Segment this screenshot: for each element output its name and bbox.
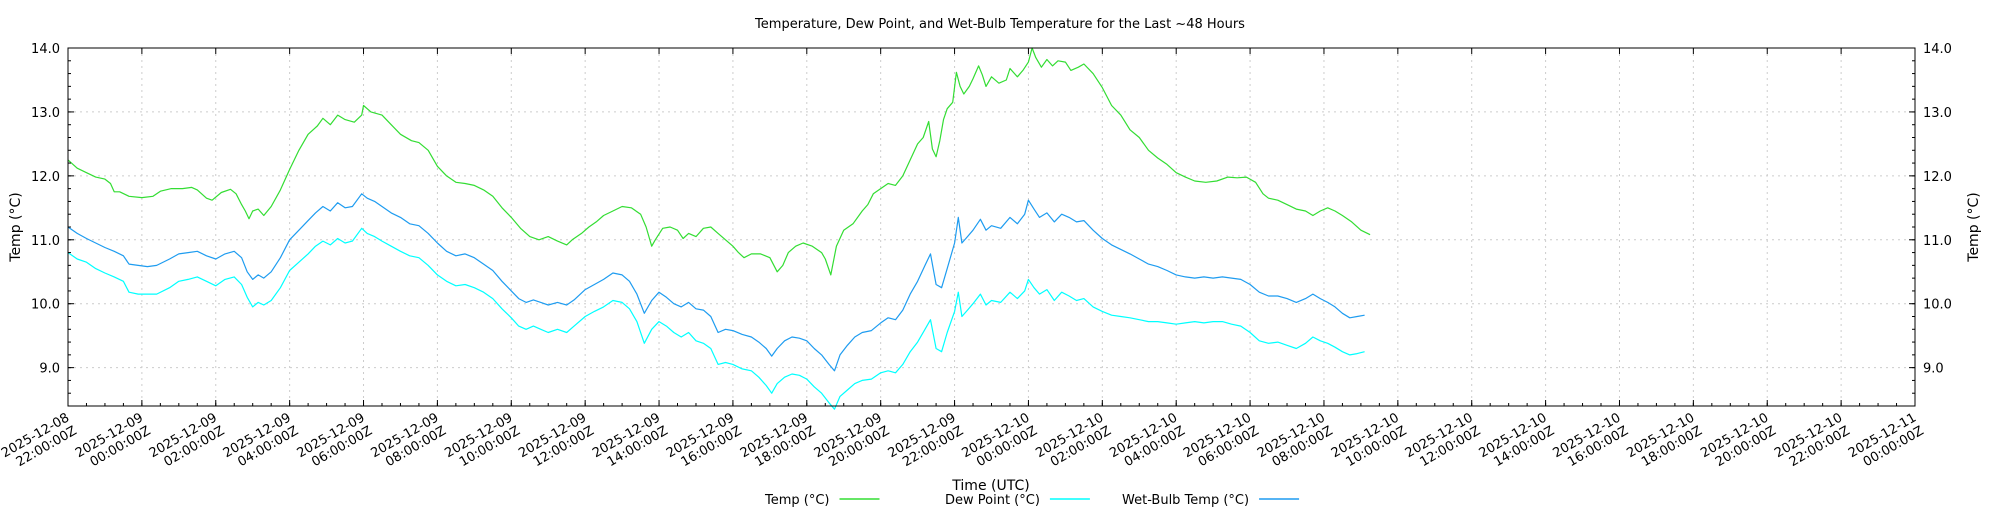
y-tick-label-right: 14.0: [1923, 42, 1952, 57]
y-axis-label-left: Temp (°C): [8, 192, 24, 262]
legend-label-1: Dew Point (°C): [945, 493, 1040, 508]
y-tick-label-right: 10.0: [1923, 298, 1952, 313]
y-axis-label-right: Temp (°C): [1966, 192, 1982, 262]
y-tick-label-right: 13.0: [1923, 106, 1952, 121]
y-tick-label-right: 12.0: [1923, 170, 1952, 185]
y-tick-label-left: 9.0: [39, 362, 60, 377]
y-tick-label-left: 10.0: [31, 298, 60, 313]
y-tick-label-left: 14.0: [31, 42, 60, 57]
y-tick-label-right: 11.0: [1923, 234, 1952, 249]
legend-label-0: Temp (°C): [764, 493, 830, 508]
legend: Temp (°C) Dew Point (°C) Wet-Bulb Temp (°C…: [764, 493, 1300, 508]
series-line-1: [67, 227, 1365, 410]
chart-title: Temperature, Dew Point, and Wet-Bulb Tem…: [754, 17, 1245, 32]
series-line-2: [67, 193, 1365, 372]
y-tick-label-right: 9.0: [1923, 362, 1944, 377]
y-tick-label-left: 11.0: [31, 234, 60, 249]
y-tick-label-left: 12.0: [31, 170, 60, 185]
legend-label-2: Wet-Bulb Temp (°C): [1122, 493, 1249, 508]
series-layer: [67, 47, 1371, 410]
x-axis-label: Time (UTC): [951, 478, 1029, 494]
series-line-0: [67, 47, 1371, 276]
y-tick-label-left: 13.0: [31, 106, 60, 121]
